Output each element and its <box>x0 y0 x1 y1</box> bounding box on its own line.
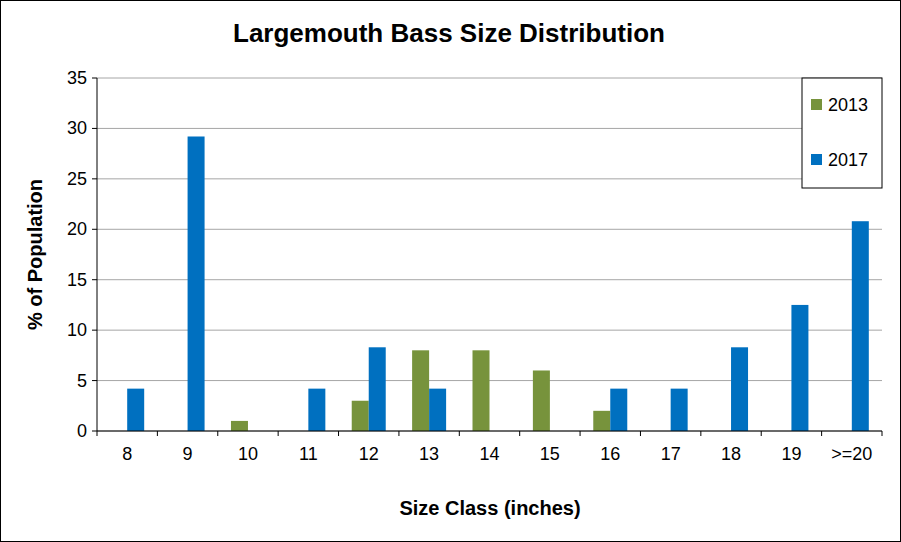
bar <box>369 347 386 431</box>
grid-line <box>97 431 882 432</box>
x-tick-label: 14 <box>479 444 499 464</box>
x-tick <box>700 431 701 436</box>
grid-line <box>97 128 882 129</box>
legend-swatch <box>811 99 822 110</box>
x-tick <box>97 431 98 436</box>
x-tick <box>459 431 460 436</box>
x-tick-label: 15 <box>540 444 560 464</box>
x-tick <box>882 431 883 436</box>
x-tick <box>761 431 762 436</box>
x-axis-title: Size Class (inches) <box>399 497 580 519</box>
bar <box>188 136 205 431</box>
y-tick-label: 5 <box>77 371 87 391</box>
grid-line <box>97 279 882 280</box>
bar <box>671 389 688 431</box>
x-tick <box>640 431 641 436</box>
y-tick <box>92 178 97 179</box>
x-tick-label: 11 <box>299 444 318 464</box>
chart-frame <box>1 1 901 542</box>
chart-svg: 0 5 10 15 20 25 30 35 8 9 10 11 12 13 14 15 16 17 18 19 >=20… <box>0 0 901 542</box>
legend-label: 2017 <box>828 150 868 170</box>
bars <box>127 136 869 431</box>
x-tick-label: 9 <box>183 444 193 464</box>
bar <box>308 389 325 431</box>
x-tick-label: 16 <box>600 444 620 464</box>
x-tick <box>338 431 339 436</box>
bar <box>731 347 748 431</box>
y-tick-label: 20 <box>67 219 87 239</box>
x-tick <box>217 431 218 436</box>
grid-line <box>97 229 882 230</box>
x-tick-label: 17 <box>661 444 681 464</box>
x-tick <box>278 431 279 436</box>
x-tick-label: 8 <box>122 444 132 464</box>
y-tick <box>92 279 97 280</box>
x-tick <box>580 431 581 436</box>
bar <box>412 350 429 431</box>
grid-line <box>97 330 882 331</box>
bar <box>127 389 144 431</box>
y-axis-title: % of Population <box>24 179 46 330</box>
x-tick <box>157 431 158 436</box>
y-tick-label: 15 <box>67 270 87 290</box>
bar <box>429 389 446 431</box>
bar <box>791 305 808 431</box>
x-axis <box>97 431 882 432</box>
x-tick <box>821 431 822 436</box>
legend: 2013 2017 <box>802 78 882 188</box>
x-tick-label: 19 <box>781 444 801 464</box>
x-tick-label: >=20 <box>831 444 872 464</box>
y-tick <box>92 229 97 230</box>
x-tick-label: 10 <box>238 444 258 464</box>
x-tick <box>519 431 520 436</box>
x-tick-label: 13 <box>419 444 439 464</box>
bar <box>610 389 627 431</box>
y-tick-label: 0 <box>77 421 87 441</box>
grid-line <box>97 178 882 179</box>
y-tick <box>92 128 97 129</box>
legend-label: 2013 <box>828 95 868 115</box>
y-tick <box>92 330 97 331</box>
y-tick-label: 25 <box>67 169 87 189</box>
grid-line <box>97 78 882 79</box>
legend-box <box>802 78 882 188</box>
y-axis <box>97 78 98 431</box>
y-tick-label: 35 <box>67 68 87 88</box>
bar <box>593 411 610 431</box>
y-tick <box>92 78 97 79</box>
bar <box>473 350 490 431</box>
x-tick-label: 12 <box>359 444 379 464</box>
x-tick <box>398 431 399 436</box>
chart-title: Largemouth Bass Size Distribution <box>233 18 665 48</box>
legend-swatch <box>811 154 822 165</box>
y-tick-label: 10 <box>67 320 87 340</box>
bar <box>533 370 550 431</box>
bar <box>852 221 869 431</box>
chart-container: 0 5 10 15 20 25 30 35 8 9 10 11 12 13 14 15 16 17 18 19 >=20… <box>0 0 901 542</box>
x-tick-label: 18 <box>721 444 741 464</box>
y-tick-label: 30 <box>67 118 87 138</box>
y-tick <box>92 431 97 432</box>
bar <box>352 401 369 431</box>
bar <box>231 421 248 431</box>
y-tick <box>92 380 97 381</box>
